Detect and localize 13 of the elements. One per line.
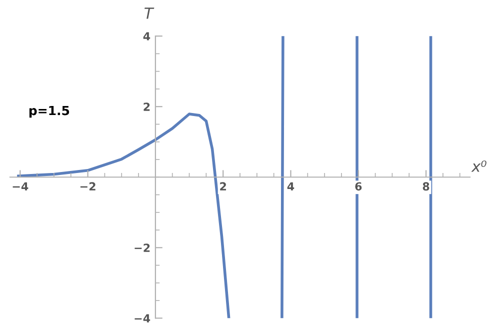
x-tick-label: 2 <box>220 182 226 190</box>
y-tick-label: −2 <box>134 244 150 252</box>
x-axis-title: x⁰ <box>471 160 486 172</box>
x-tick-label: 6 <box>355 182 362 191</box>
x-tick-label: 4 <box>287 182 294 190</box>
x-tick-label: −2 <box>80 182 96 190</box>
y-axis-title: T <box>144 8 154 19</box>
x-tick-label: 8 <box>422 182 430 191</box>
y-tick-label: 4 <box>143 32 150 40</box>
annotation: p=1.5 <box>29 106 70 118</box>
y-tick-label: −4 <box>134 314 150 322</box>
y-tick-label: 2 <box>144 102 150 111</box>
x-tick-label: −4 <box>12 182 28 190</box>
